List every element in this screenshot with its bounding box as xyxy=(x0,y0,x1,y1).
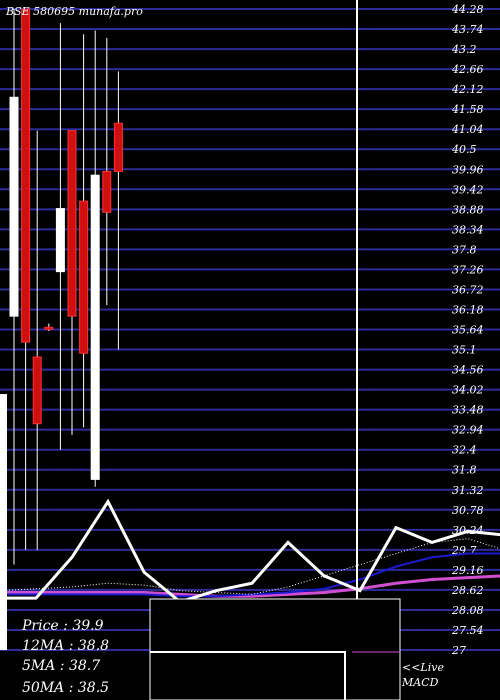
candle-body xyxy=(55,208,65,273)
y-tick-label: 36.18 xyxy=(452,303,484,316)
y-tick-label: 34.02 xyxy=(452,384,484,397)
candle-body xyxy=(9,96,19,317)
y-tick-label: 35.64 xyxy=(452,324,484,337)
y-tick-label: 32.4 xyxy=(452,444,477,457)
candle-body xyxy=(67,130,77,317)
candle-body xyxy=(32,356,42,425)
macd-panel xyxy=(149,598,401,700)
macd-line xyxy=(150,651,346,700)
candle-body xyxy=(0,394,7,650)
macd-box xyxy=(149,598,401,700)
y-tick-label: 31.32 xyxy=(452,484,484,497)
legend-12ma: 12MA : 38.8 xyxy=(22,638,109,654)
y-tick-label: 43.2 xyxy=(451,43,477,56)
macd-label: MACD xyxy=(401,676,439,689)
y-axis-ticks: 44.28 43.74 43.2 42.66 42.12 41.58 41.04 40.5 39… xyxy=(451,3,484,657)
y-tick-label: 28.08 xyxy=(451,604,484,617)
y-tick-label: 36.72 xyxy=(452,283,484,296)
y-tick-label: 29.16 xyxy=(451,564,484,577)
candle-body xyxy=(79,200,89,354)
ma5-line xyxy=(0,538,500,595)
y-tick-label: 30.78 xyxy=(452,504,484,517)
y-tick-label: 27.54 xyxy=(451,624,484,637)
y-tick-label: 40.5 xyxy=(451,143,477,156)
candles xyxy=(0,0,358,700)
y-tick-label: 41.58 xyxy=(451,103,484,116)
candle-body xyxy=(21,8,31,343)
y-tick-label: 35.1 xyxy=(452,344,477,357)
y-tick-label: 38.34 xyxy=(452,223,484,236)
candle-body xyxy=(113,122,123,172)
y-tick-label: 31.8 xyxy=(452,464,477,477)
legend-50ma: 50MA : 38.5 xyxy=(22,680,109,696)
indicator-lines xyxy=(0,498,500,604)
y-tick-label: 41.04 xyxy=(451,123,484,136)
legend-5ma: 5MA : 38.7 xyxy=(22,658,100,674)
chart-title: BSE 580695 munafa.pro xyxy=(5,5,143,18)
y-tick-label: 37.26 xyxy=(452,263,484,276)
y-tick-label: 34.56 xyxy=(452,364,484,377)
y-tick-label: 43.74 xyxy=(451,23,484,36)
y-tick-label: 32.94 xyxy=(452,424,484,437)
candle-body xyxy=(102,170,112,213)
y-tick-label: 44.28 xyxy=(451,3,484,16)
y-tick-label: 42.12 xyxy=(451,83,484,96)
y-tick-label: 33.48 xyxy=(452,404,484,417)
ma50-line xyxy=(0,574,500,598)
candle-body xyxy=(90,174,100,480)
legend-price: Price : 39.9 xyxy=(21,618,104,634)
y-tick-label: 39.96 xyxy=(452,163,484,176)
y-tick-label: 37.8 xyxy=(452,243,477,256)
y-tick-label: 28.62 xyxy=(451,584,484,597)
price-line xyxy=(0,498,500,604)
candle-body xyxy=(44,326,54,330)
y-tick-label: 39.42 xyxy=(452,183,484,196)
y-tick-label: 38.88 xyxy=(452,203,484,216)
y-tick-label: 42.66 xyxy=(451,63,484,76)
macd-live-label: <<Live xyxy=(402,661,444,674)
y-tick-label: 27 xyxy=(451,644,466,657)
